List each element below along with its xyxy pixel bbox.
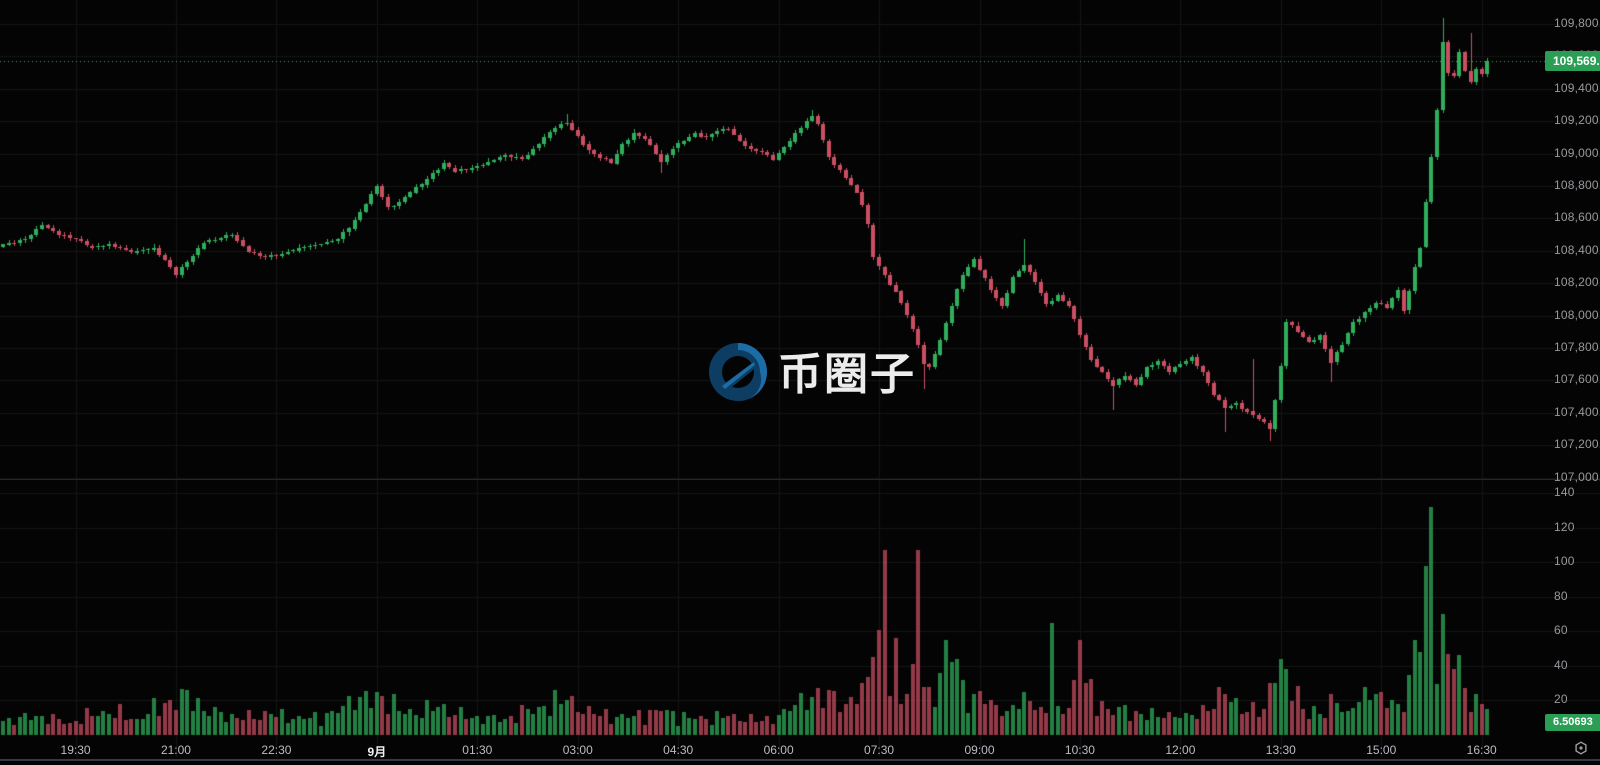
price-axis-label: 107,000. bbox=[1554, 469, 1600, 484]
time-axis-label: 01:30 bbox=[462, 743, 493, 757]
time-axis-label: 09:00 bbox=[964, 743, 995, 757]
time-axis-label: 15:00 bbox=[1366, 743, 1397, 757]
time-axis-label: 10:30 bbox=[1064, 743, 1095, 757]
volume-axis-label: 140 bbox=[1554, 485, 1575, 500]
volume-axis-label: 40 bbox=[1554, 657, 1568, 672]
axis-settings-gear-icon[interactable] bbox=[1572, 740, 1590, 758]
price-axis-label: 107,200. bbox=[1554, 437, 1600, 452]
price-axis-label: 108,800. bbox=[1554, 178, 1600, 192]
time-axis-label: 07:30 bbox=[864, 743, 895, 757]
volume-axis-label: 80 bbox=[1554, 588, 1568, 603]
price-axis-label: 108,600. bbox=[1554, 210, 1600, 225]
time-axis-separator bbox=[0, 759, 1600, 761]
volume-axis-label: 20 bbox=[1554, 692, 1568, 707]
time-axis-label: 22:30 bbox=[261, 743, 292, 757]
time-axis-label: 06:00 bbox=[763, 743, 794, 757]
volume-axis-label: 60 bbox=[1554, 623, 1568, 638]
volume-axis-label: 100 bbox=[1554, 554, 1575, 569]
last-price-tag: 109,569. bbox=[1545, 51, 1600, 72]
price-axis-label: 109,800. bbox=[1554, 16, 1600, 30]
time-axis-label: 21:00 bbox=[160, 743, 191, 757]
time-axis-label: 16:30 bbox=[1466, 743, 1497, 757]
price-axis-label: 107,600. bbox=[1554, 372, 1600, 387]
price-axis-label: 107,800. bbox=[1554, 340, 1600, 354]
time-axis-label: 03:00 bbox=[562, 743, 593, 757]
time-axis-label: 04:30 bbox=[663, 743, 694, 757]
price-axis-label: 109,000. bbox=[1554, 145, 1600, 160]
price-axis-label: 108,400. bbox=[1554, 242, 1600, 257]
pane-separator[interactable] bbox=[0, 479, 1600, 480]
time-axis-label: 12:00 bbox=[1165, 743, 1196, 757]
time-axis-label: 13:30 bbox=[1265, 743, 1296, 757]
volume-axis-label: 120 bbox=[1554, 519, 1575, 534]
price-axis-label: 109,200. bbox=[1554, 113, 1600, 128]
price-axis-label: 108,000. bbox=[1554, 307, 1600, 322]
price-axis-label: 108,200. bbox=[1554, 275, 1600, 290]
time-axis-label: 19:30 bbox=[60, 743, 91, 757]
time-axis-label: 9月 bbox=[367, 745, 387, 759]
price-axis-label: 109,400. bbox=[1554, 80, 1600, 95]
last-volume-tag: 6.50693 bbox=[1545, 714, 1600, 731]
price-axis-label: 107,400. bbox=[1554, 404, 1600, 419]
